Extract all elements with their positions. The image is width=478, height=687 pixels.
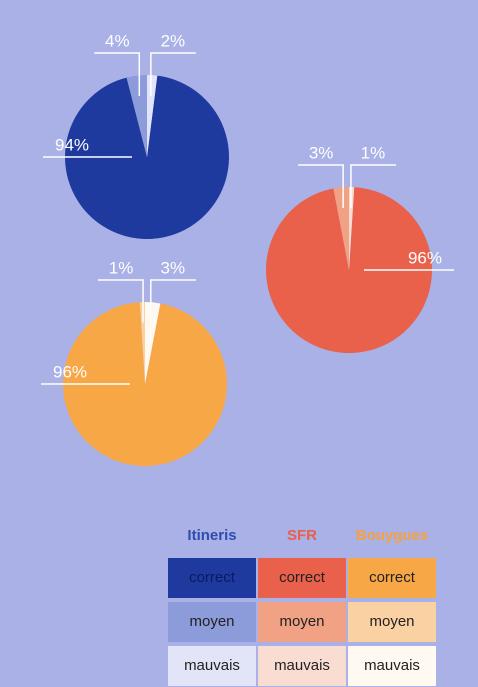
legend-swatch bbox=[258, 602, 346, 642]
value-label: 2% bbox=[161, 31, 186, 50]
legend-swatch bbox=[258, 646, 346, 686]
legend-label: mauvais bbox=[274, 657, 330, 674]
legend-header: Itineris bbox=[187, 527, 236, 544]
value-label: 96% bbox=[408, 248, 442, 267]
legend-header: SFR bbox=[287, 527, 317, 544]
value-label: 94% bbox=[55, 135, 89, 154]
value-label: 1% bbox=[109, 258, 134, 277]
legend-swatch bbox=[348, 558, 436, 598]
legend-label: moyen bbox=[369, 613, 414, 630]
value-label: 4% bbox=[105, 31, 130, 50]
pie-slice bbox=[65, 75, 230, 239]
pie-slice bbox=[126, 75, 147, 157]
pie-slice bbox=[145, 302, 161, 384]
value-label: 3% bbox=[160, 258, 185, 277]
legend-label: moyen bbox=[279, 613, 324, 630]
value-label: 3% bbox=[309, 143, 334, 162]
legend-swatch bbox=[168, 558, 256, 598]
legend-swatch bbox=[348, 646, 436, 686]
legend-label: correct bbox=[279, 569, 326, 586]
pie-slice bbox=[333, 187, 349, 270]
legend-swatch bbox=[168, 646, 256, 686]
legend-label: correct bbox=[189, 569, 236, 586]
value-label: 1% bbox=[361, 143, 386, 162]
leader-line bbox=[350, 164, 396, 208]
pie-slice bbox=[147, 75, 158, 157]
leader-line bbox=[150, 52, 196, 96]
legend-swatch bbox=[348, 602, 436, 642]
pie-slice bbox=[62, 302, 227, 467]
leader-line bbox=[98, 279, 144, 323]
pie-slice bbox=[265, 187, 432, 354]
value-label: 96% bbox=[53, 362, 87, 381]
leader-line bbox=[298, 164, 344, 209]
legend-label: mauvais bbox=[364, 657, 420, 674]
leader-line bbox=[94, 52, 141, 96]
legend-label: correct bbox=[369, 569, 416, 586]
legend-swatch bbox=[258, 558, 346, 598]
legend-header: Bouygues bbox=[356, 527, 429, 544]
legend-label: mauvais bbox=[184, 657, 240, 674]
leader-line bbox=[150, 279, 196, 323]
legend-swatch bbox=[168, 602, 256, 642]
legend-label: moyen bbox=[189, 613, 234, 630]
